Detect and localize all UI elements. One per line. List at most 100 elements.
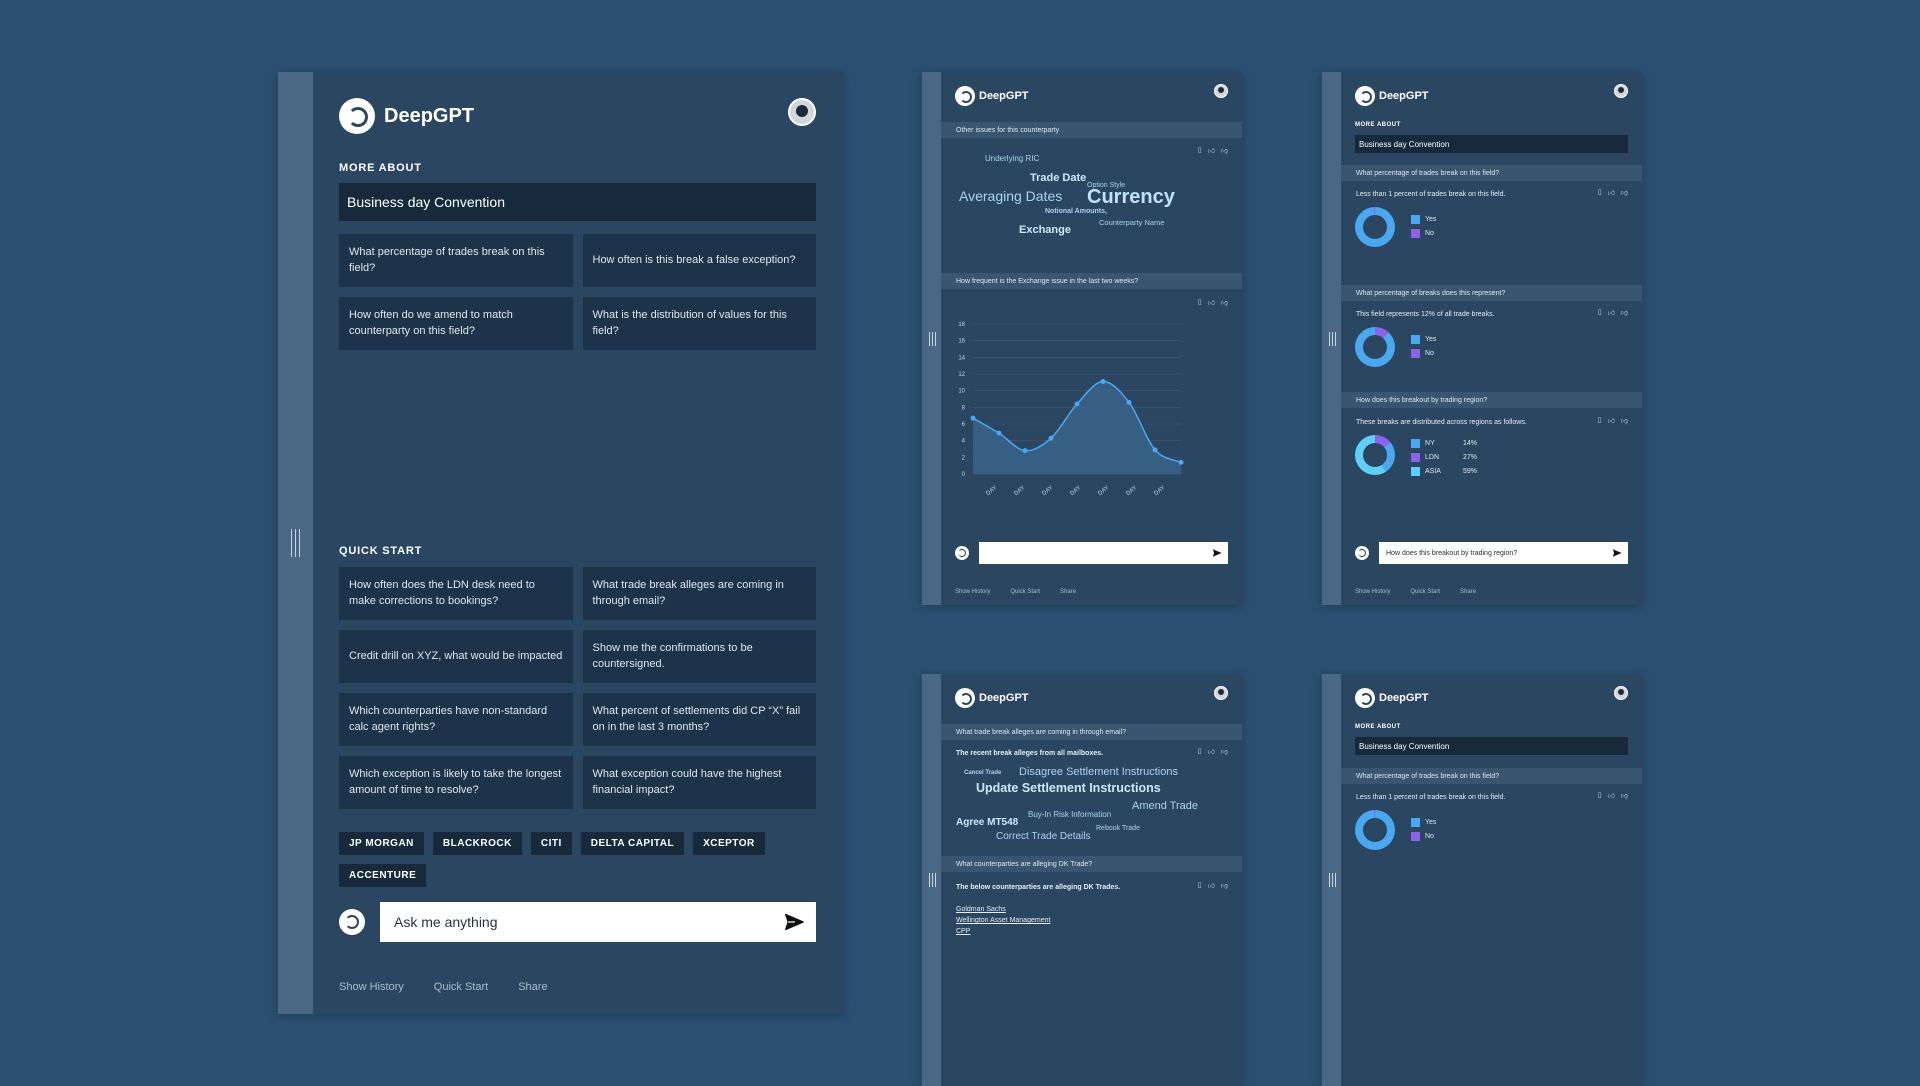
quick-start-grid: How often does the LDN desk need to make… (339, 567, 816, 809)
answer-text: These breaks are distributed across regi… (1356, 419, 1527, 426)
user-avatar[interactable] (1614, 686, 1628, 700)
drag-handle-icon[interactable] (1329, 331, 1336, 346)
chip-xceptor[interactable]: XCEPTOR (693, 832, 765, 855)
ask-input[interactable] (380, 902, 816, 942)
ask-input[interactable]: How does this breakout by trading region… (1379, 542, 1628, 564)
ask-input[interactable] (979, 542, 1228, 564)
show-history-link[interactable]: Show History (1355, 589, 1391, 595)
show-history-link[interactable]: Show History (955, 589, 991, 595)
drag-handle-icon[interactable] (1329, 873, 1336, 887)
thumbs-down-icon[interactable]: 👎︎ (1220, 300, 1228, 307)
thumbs-down-icon[interactable]: 👎︎ (1220, 883, 1228, 890)
legend-label: Yes (1425, 215, 1437, 223)
quick-start-card[interactable]: What exception could have the highest fi… (582, 756, 816, 809)
chat-panel-simple: DeepGPT MORE ABOUT Business day Conventi… (1322, 674, 1642, 1086)
thumbs-down-icon[interactable]: 👎︎ (1620, 310, 1628, 317)
deepgpt-logo-icon (1355, 688, 1375, 708)
counterparty-link[interactable]: CPP (956, 928, 971, 935)
quick-start-card[interactable]: Which counterparties have non-standard c… (339, 693, 573, 746)
topic-field[interactable]: Business day Convention (1355, 135, 1628, 153)
thumbs-up-icon[interactable]: 👍︎ (1607, 190, 1615, 197)
resize-handle[interactable] (922, 72, 941, 605)
thumbs-up-icon[interactable]: 👍︎ (1207, 749, 1215, 756)
copy-icon[interactable]: ▯ (1597, 189, 1602, 196)
send-icon[interactable] (1212, 548, 1222, 558)
share-link[interactable]: Share (1460, 589, 1477, 595)
suggestion-card[interactable]: What is the distribution of values for t… (582, 297, 816, 350)
counterparty-link[interactable]: Goldman Sachs (956, 906, 1006, 913)
quick-start-link[interactable]: Quick Start (433, 981, 489, 993)
y-tick-label: 16 (958, 339, 965, 345)
donut-chart (1355, 810, 1395, 850)
thumbs-up-icon[interactable]: 👍︎ (1607, 793, 1615, 800)
thumbs-down-icon[interactable]: 👎︎ (1220, 148, 1228, 155)
chip-blackrock[interactable]: BLACKROCK (432, 832, 522, 855)
word-cloud-term: Agree MT548 (956, 817, 1019, 828)
copy-icon[interactable]: ▯ (1597, 417, 1602, 424)
topic-field[interactable]: Business day Convention (1355, 737, 1628, 755)
suggestion-card[interactable]: How often is this break a false exceptio… (582, 234, 816, 287)
x-tick-label: DAY (1013, 485, 1026, 497)
answer-actions: ▯ 👍︎ 👎︎ (1198, 298, 1228, 307)
counterparty-links: Goldman Sachs Wellington Asset Managemen… (956, 904, 1050, 937)
drag-handle-icon[interactable] (929, 873, 936, 887)
copy-icon[interactable]: ▯ (1597, 792, 1602, 799)
resize-handle[interactable] (1322, 674, 1341, 1086)
resize-handle[interactable] (278, 72, 313, 1014)
show-history-link[interactable]: Show History (339, 981, 404, 993)
suggestion-card[interactable]: What percentage of trades break on this … (339, 234, 573, 287)
header: DeepGPT (1355, 686, 1628, 708)
send-icon[interactable] (784, 912, 804, 932)
chip-jp-morgan[interactable]: JP MORGAN (339, 832, 424, 855)
chip-delta-capital[interactable]: DELTA CAPITAL (580, 832, 685, 855)
chip-accenture[interactable]: ACCENTURE (339, 864, 427, 887)
more-about-title: MORE ABOUT (1355, 724, 1401, 730)
quick-start-card[interactable]: Show me the confirmations to be counters… (582, 630, 816, 683)
thumbs-up-icon[interactable]: 👍︎ (1607, 418, 1615, 425)
quick-start-link[interactable]: Quick Start (1010, 589, 1041, 595)
answer-actions: ▯ 👍︎ 👎︎ (1598, 416, 1628, 425)
user-avatar[interactable] (1214, 84, 1228, 98)
drag-handle-icon[interactable] (929, 331, 936, 346)
chip-citi[interactable]: CITI (530, 832, 572, 855)
user-avatar[interactable] (1614, 84, 1628, 98)
thumbs-down-icon[interactable]: 👎︎ (1220, 749, 1228, 756)
quick-start-card[interactable]: What percent of settlements did CP “X” f… (582, 693, 816, 746)
user-avatar[interactable] (1214, 686, 1228, 700)
counterparty-link[interactable]: Wellington Asset Management (956, 917, 1051, 924)
quick-start-card[interactable]: Which exception is likely to take the lo… (339, 756, 573, 809)
resize-handle[interactable] (922, 674, 941, 1086)
thumbs-down-icon[interactable]: 👎︎ (1620, 190, 1628, 197)
thumbs-up-icon[interactable]: 👍︎ (1607, 310, 1615, 317)
quick-start-card[interactable]: Credit drill on XYZ, what would be impac… (339, 630, 573, 683)
copy-icon[interactable]: ▯ (1197, 748, 1202, 755)
donut-chart (1355, 327, 1395, 367)
user-avatar[interactable] (788, 98, 816, 126)
legend: Yes No (1411, 212, 1436, 240)
topic-field[interactable]: Business day Convention (339, 183, 816, 221)
footer-links: Show History Quick Start Share (1355, 589, 1476, 595)
share-link[interactable]: Share (518, 981, 548, 993)
resize-handle[interactable] (1322, 72, 1341, 605)
copy-icon[interactable]: ▯ (1197, 882, 1202, 889)
copy-icon[interactable]: ▯ (1597, 309, 1602, 316)
suggestion-card[interactable]: How often do we amend to match counterpa… (339, 297, 573, 350)
thumbs-up-icon[interactable]: 👍︎ (1207, 883, 1215, 890)
quick-start-card[interactable]: What trade break alleges are coming in t… (582, 567, 816, 620)
drag-handle-icon[interactable] (291, 529, 300, 557)
share-link[interactable]: Share (1060, 589, 1077, 595)
header: DeepGPT (955, 686, 1228, 708)
area-fill (973, 381, 1181, 474)
thumbs-up-icon[interactable]: 👍︎ (1207, 148, 1215, 155)
legend-swatch-ny (1411, 438, 1420, 448)
send-icon[interactable] (1612, 548, 1622, 558)
copy-icon[interactable]: ▯ (1197, 147, 1202, 154)
thumbs-down-icon[interactable]: 👎︎ (1620, 418, 1628, 425)
quick-start-card[interactable]: How often does the LDN desk need to make… (339, 567, 573, 620)
thumbs-down-icon[interactable]: 👎︎ (1620, 793, 1628, 800)
quick-start-link[interactable]: Quick Start (1410, 589, 1441, 595)
chat-panel-regions: DeepGPT MORE ABOUT Business day Conventi… (1322, 72, 1642, 605)
thumbs-up-icon[interactable]: 👍︎ (1207, 300, 1215, 307)
data-point (996, 430, 1002, 436)
copy-icon[interactable]: ▯ (1197, 299, 1202, 306)
